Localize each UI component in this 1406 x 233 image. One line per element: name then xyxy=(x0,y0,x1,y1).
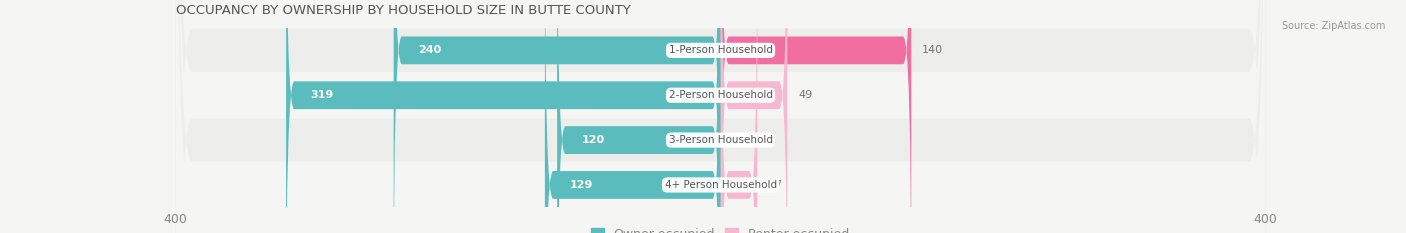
FancyBboxPatch shape xyxy=(721,0,787,233)
Text: 3-Person Household: 3-Person Household xyxy=(669,135,772,145)
Text: 1-Person Household: 1-Person Household xyxy=(669,45,772,55)
FancyBboxPatch shape xyxy=(176,0,1265,233)
Text: 4+ Person Household: 4+ Person Household xyxy=(665,180,776,190)
FancyBboxPatch shape xyxy=(176,0,1265,233)
FancyBboxPatch shape xyxy=(285,0,721,233)
Text: 49: 49 xyxy=(799,90,813,100)
FancyBboxPatch shape xyxy=(394,0,721,233)
Text: 129: 129 xyxy=(569,180,593,190)
Text: 240: 240 xyxy=(418,45,441,55)
FancyBboxPatch shape xyxy=(176,0,1265,233)
Text: OCCUPANCY BY OWNERSHIP BY HOUSEHOLD SIZE IN BUTTE COUNTY: OCCUPANCY BY OWNERSHIP BY HOUSEHOLD SIZE… xyxy=(176,4,630,17)
Text: 0: 0 xyxy=(731,135,738,145)
FancyBboxPatch shape xyxy=(721,0,758,233)
Text: 319: 319 xyxy=(311,90,333,100)
Legend: Owner-occupied, Renter-occupied: Owner-occupied, Renter-occupied xyxy=(591,228,851,233)
Text: 120: 120 xyxy=(582,135,605,145)
Text: 2-Person Household: 2-Person Household xyxy=(669,90,772,100)
Text: Source: ZipAtlas.com: Source: ZipAtlas.com xyxy=(1281,21,1385,31)
FancyBboxPatch shape xyxy=(557,0,721,233)
FancyBboxPatch shape xyxy=(546,0,721,233)
FancyBboxPatch shape xyxy=(721,0,911,233)
Text: 27: 27 xyxy=(768,180,783,190)
FancyBboxPatch shape xyxy=(176,0,1265,233)
Text: 140: 140 xyxy=(922,45,943,55)
